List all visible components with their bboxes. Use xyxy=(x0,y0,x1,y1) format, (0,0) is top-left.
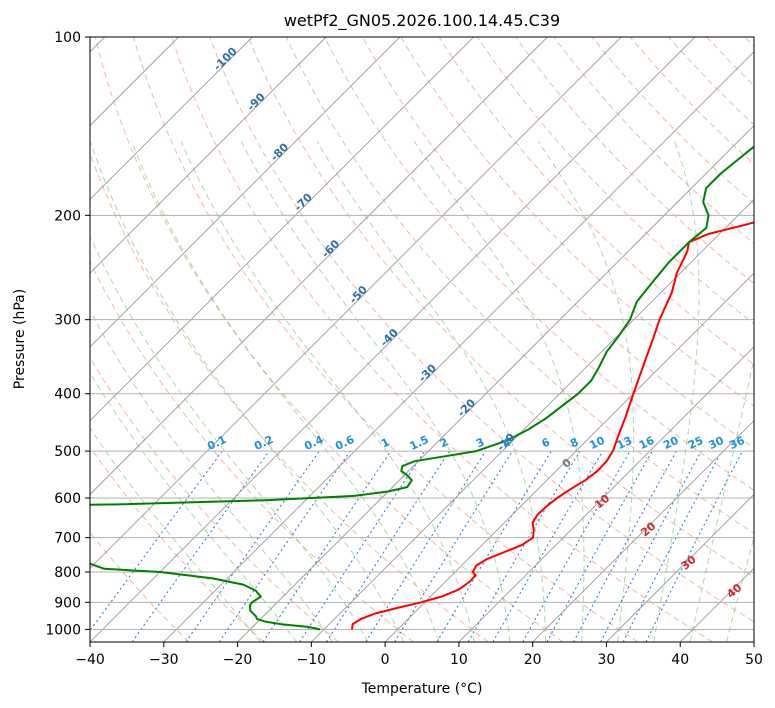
dry-adiabat-line xyxy=(90,446,265,642)
y-tick-label: 600 xyxy=(54,491,81,507)
y-tick-label: 800 xyxy=(54,565,81,581)
x-axis-ticks: −40 −30 −20 −10 0 10 20 30 40 50 xyxy=(75,642,763,668)
dry-adiabat-line xyxy=(209,37,754,623)
isotherm-line xyxy=(90,37,327,274)
dry-adiabat-line xyxy=(438,37,754,366)
isotherm-line xyxy=(163,51,754,642)
isotherm-line xyxy=(90,37,401,348)
x-axis-label: Temperature (°C) xyxy=(361,681,483,697)
y-tick-label: 1000 xyxy=(45,622,81,638)
mixing-ratio-label: 36 xyxy=(727,434,747,452)
plot-frame xyxy=(89,36,755,643)
mixing-ratio-label: 13 xyxy=(615,434,634,452)
dry-adiabat-line xyxy=(90,260,414,642)
temperature-line xyxy=(350,221,754,630)
x-tick-label: −10 xyxy=(297,652,327,668)
y-tick-label: 400 xyxy=(54,387,81,403)
x-tick-label: −20 xyxy=(223,652,253,668)
x-tick-label: 50 xyxy=(745,652,763,668)
chart-title: wetPf2_GN05.2026.100.14.45.C39 xyxy=(284,11,560,31)
y-tick-label: 200 xyxy=(54,208,81,224)
isotherm-line xyxy=(532,420,754,642)
mixing-ratio-line xyxy=(467,450,581,642)
isotherm-line xyxy=(606,493,754,642)
plot-area xyxy=(90,37,754,642)
dewpoint-line xyxy=(90,145,754,631)
mixing-ratio-line xyxy=(645,450,743,642)
x-tick-label: 30 xyxy=(598,652,616,668)
mixing-ratio-label: 16 xyxy=(637,434,657,452)
mixing-ratio-line xyxy=(546,450,653,642)
dry-adiabat-line xyxy=(476,37,754,325)
isotherm-line xyxy=(90,37,548,496)
y-tick-label: 900 xyxy=(54,595,81,611)
mixing-ratio-line xyxy=(394,450,513,642)
dry-adiabats xyxy=(90,37,754,642)
mixing-ratio-line xyxy=(600,450,702,642)
isotherm-line xyxy=(458,346,754,642)
mixing-ratio-label: 10 xyxy=(587,434,607,452)
mixing-ratio-line xyxy=(622,450,723,642)
isotherm-line xyxy=(90,37,622,569)
x-tick-label: 10 xyxy=(450,652,468,668)
isotherm-line xyxy=(384,272,754,642)
series-lines xyxy=(90,145,754,631)
mixing-ratio-line xyxy=(365,450,487,642)
x-tick-label: 0 xyxy=(381,652,390,668)
isotherm-line xyxy=(237,124,754,642)
mixing-ratio-label: 25 xyxy=(686,434,705,452)
mixing-ratio-label: 20 xyxy=(661,434,681,452)
dry-adiabat-line xyxy=(94,37,564,642)
mixing-ratio-line xyxy=(185,450,320,642)
mixing-ratio-line xyxy=(436,450,552,642)
dry-adiabat-line xyxy=(132,37,639,642)
dry-adiabat-line xyxy=(171,37,713,642)
mixing-ratio-line xyxy=(325,450,450,642)
x-tick-label: 20 xyxy=(524,652,542,668)
y-axis-label: Pressure (hPa) xyxy=(12,289,28,389)
isotherm-line xyxy=(90,37,253,200)
isotherm-line xyxy=(90,37,696,642)
y-axis-ticks: 100 200 300 400 500 600 700 800 900 1000 xyxy=(45,30,90,638)
dry-adiabat-line xyxy=(285,37,754,535)
isotherm-line xyxy=(311,198,754,642)
dry-adiabat-line xyxy=(323,37,754,491)
mixing-ratio-line xyxy=(90,450,223,632)
y-tick-label: 500 xyxy=(54,444,81,460)
dry-adiabat-line xyxy=(247,37,754,578)
mixing-ratio-line xyxy=(573,450,677,642)
x-tick-label: 40 xyxy=(671,652,689,668)
y-tick-label: 700 xyxy=(54,531,81,547)
mixing-ratio-label: 30 xyxy=(707,434,727,452)
x-tick-label: −30 xyxy=(149,652,179,668)
mixing-ratio-line xyxy=(299,450,426,642)
y-tick-label: 300 xyxy=(54,313,81,329)
x-tick-label: −40 xyxy=(75,652,105,668)
y-tick-label: 100 xyxy=(54,30,81,46)
mixing-ratio-line xyxy=(522,450,631,642)
grid xyxy=(90,37,754,642)
mixing-ratio-line xyxy=(492,450,604,642)
isotherm-line xyxy=(90,37,474,422)
dry-adiabat-line xyxy=(515,37,754,285)
